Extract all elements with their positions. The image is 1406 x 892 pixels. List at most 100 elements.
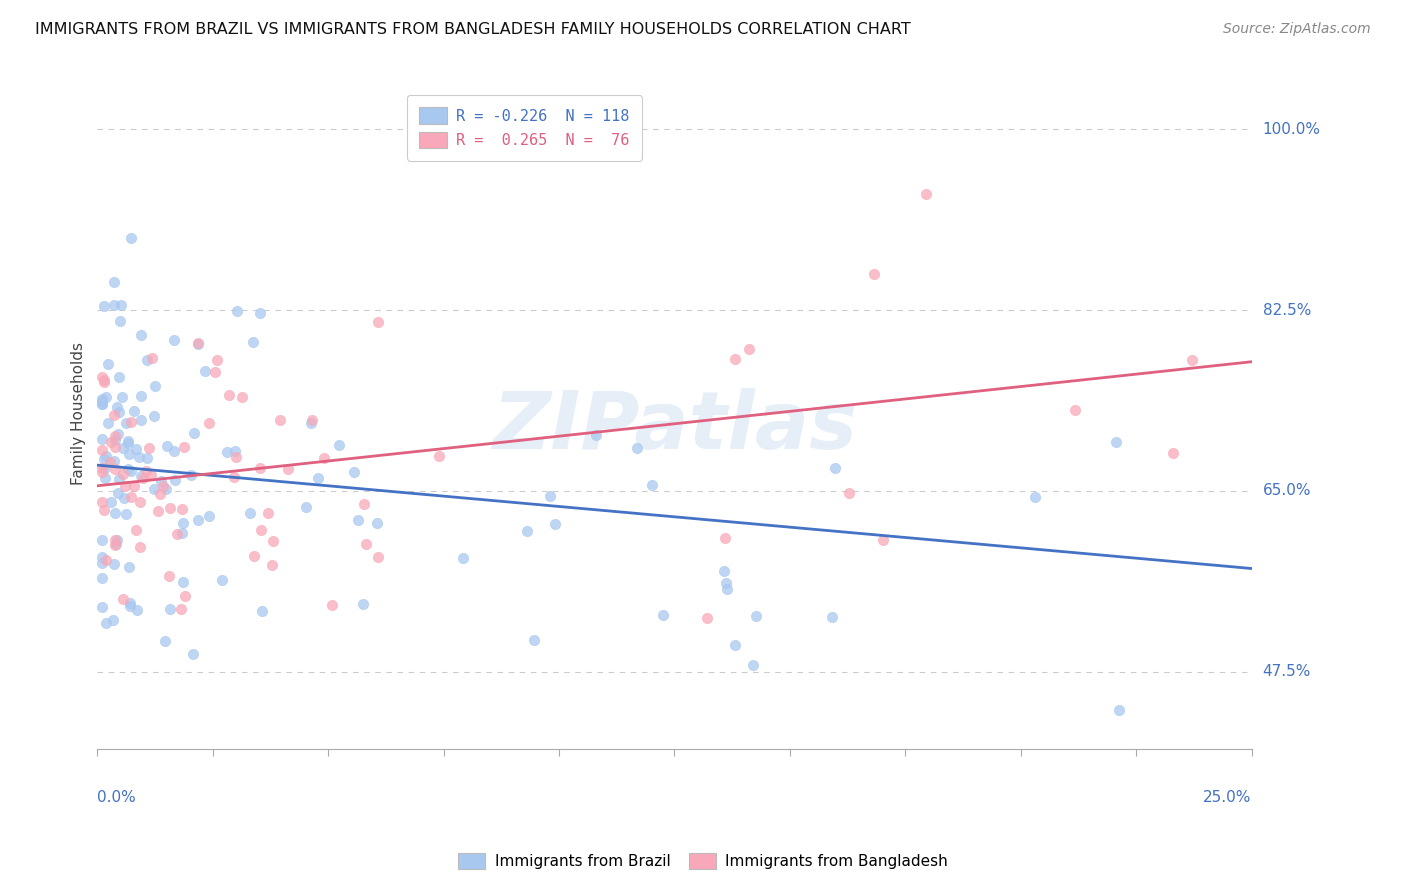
Point [1161, 446, 1184, 460]
Point [107, 404, 129, 418]
Point [103, 298, 125, 312]
Point [94, 553, 117, 567]
Point [153, 634, 176, 648]
Point [91, 394, 114, 409]
Point [353, 497, 375, 511]
Point [94, 461, 117, 475]
Point [162, 333, 184, 347]
Point [129, 413, 152, 427]
Point [91, 392, 114, 406]
Point [328, 438, 350, 452]
Point [863, 267, 886, 281]
Legend: R = -0.226  N = 118, R =  0.265  N =  76: R = -0.226 N = 118, R = 0.265 N = 76 [408, 95, 641, 161]
Point [225, 304, 247, 318]
Point [347, 512, 370, 526]
Point [120, 464, 142, 478]
Point [91, 442, 114, 457]
Point [125, 442, 148, 456]
Point [299, 416, 322, 430]
Point [114, 507, 136, 521]
Point [107, 426, 129, 441]
Point [91, 571, 114, 585]
Point [111, 390, 134, 404]
Point [108, 369, 131, 384]
Point [129, 328, 152, 343]
Point [713, 564, 735, 578]
Point [249, 461, 271, 475]
Point [696, 611, 718, 625]
Point [108, 314, 131, 328]
Point [242, 335, 264, 350]
Point [187, 513, 209, 527]
Point [915, 187, 938, 202]
Point [94, 449, 117, 463]
Point [367, 549, 389, 564]
Point [104, 433, 127, 447]
Point [91, 466, 114, 480]
Point [104, 462, 127, 476]
Point [651, 607, 673, 622]
Point [108, 472, 131, 486]
Point [183, 425, 205, 440]
Point [173, 589, 195, 603]
Point [714, 576, 737, 591]
Point [97, 417, 120, 431]
Point [1064, 403, 1087, 417]
Point [103, 428, 125, 442]
Point [120, 490, 142, 504]
Point [159, 602, 181, 616]
Point [163, 443, 186, 458]
Point [96, 616, 118, 631]
Point [277, 462, 299, 476]
Point [93, 299, 115, 313]
Point [118, 599, 141, 614]
Point [129, 469, 152, 483]
Point [146, 503, 169, 517]
Point [314, 451, 336, 466]
Point [105, 533, 128, 547]
Point [451, 550, 474, 565]
Point [135, 352, 157, 367]
Point [217, 444, 239, 458]
Point [742, 657, 765, 672]
Point [91, 397, 114, 411]
Point [93, 452, 115, 467]
Point [824, 460, 846, 475]
Point [239, 506, 262, 520]
Point [724, 638, 747, 652]
Point [107, 486, 129, 500]
Text: IMMIGRANTS FROM BRAZIL VS IMMIGRANTS FROM BANGLADESH FAMILY HOUSEHOLDS CORRELATI: IMMIGRANTS FROM BRAZIL VS IMMIGRANTS FRO… [35, 22, 911, 37]
Point [211, 573, 233, 587]
Point [714, 531, 737, 545]
Point [91, 495, 114, 509]
Point [91, 549, 114, 564]
Point [118, 560, 141, 574]
Point [135, 464, 157, 478]
Point [135, 450, 157, 465]
Text: ZIPatlas: ZIPatlas [492, 388, 858, 466]
Point [172, 516, 194, 530]
Point [132, 471, 155, 485]
Point [103, 276, 125, 290]
Point [110, 298, 132, 312]
Point [538, 489, 561, 503]
Point [111, 442, 134, 456]
Point [125, 524, 148, 538]
Point [94, 391, 117, 405]
Point [366, 516, 388, 531]
Point [262, 533, 284, 548]
Point [745, 609, 768, 624]
Text: 65.0%: 65.0% [1263, 483, 1312, 499]
Point [295, 500, 318, 514]
Point [103, 454, 125, 468]
Point [152, 478, 174, 492]
Point [180, 467, 202, 482]
Point [104, 538, 127, 552]
Point [93, 375, 115, 389]
Text: Source: ZipAtlas.com: Source: ZipAtlas.com [1223, 22, 1371, 37]
Point [1024, 490, 1046, 504]
Point [141, 351, 163, 366]
Point [1105, 434, 1128, 449]
Point [187, 337, 209, 351]
Point [159, 500, 181, 515]
